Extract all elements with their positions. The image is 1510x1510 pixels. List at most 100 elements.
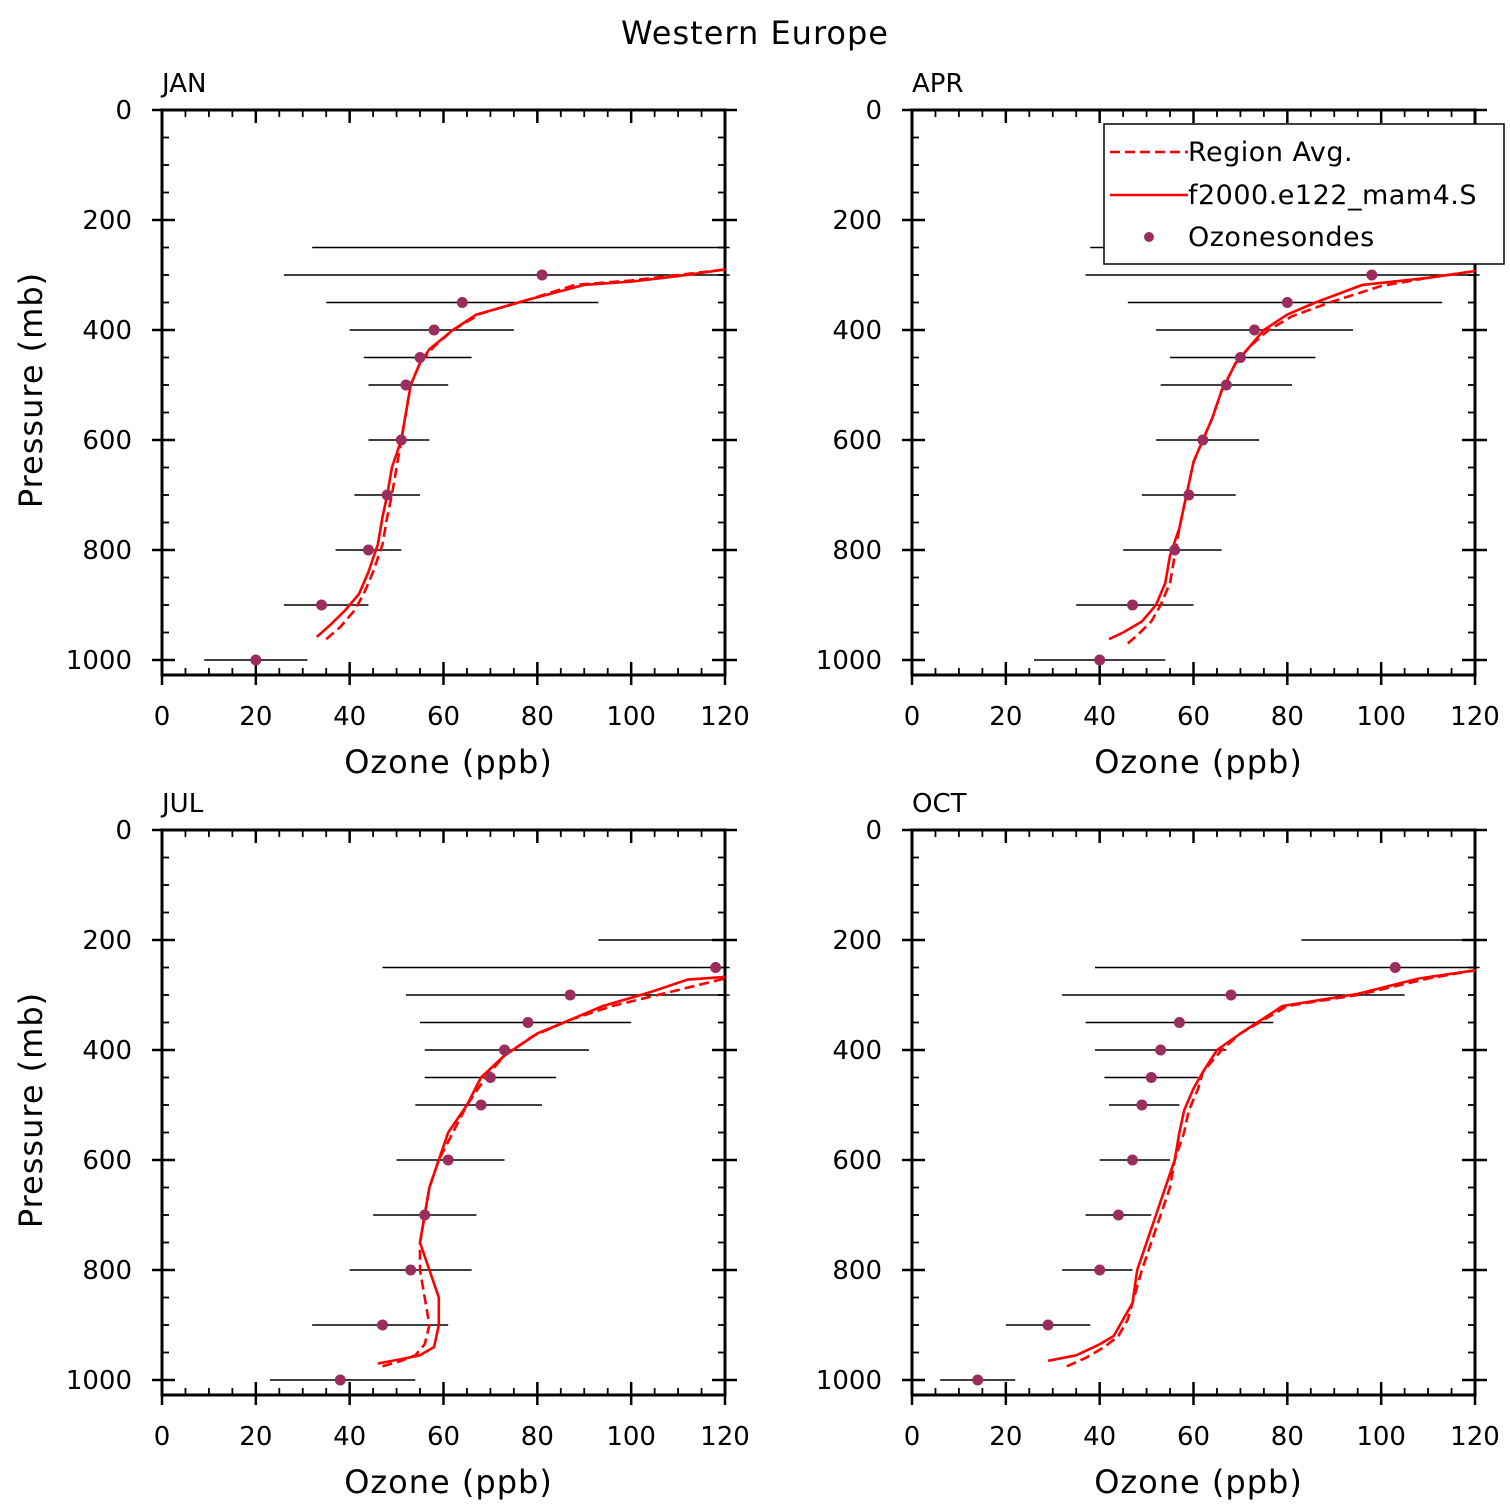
ozonesonde-point [1197,434,1209,446]
y-tick-label: 1000 [816,646,882,676]
ozonesonde-point [1173,1017,1185,1028]
ozonesonde-point [456,297,468,308]
panel-label-oct: OCT [912,789,967,819]
ozonesonde-point [1225,989,1237,1001]
panel-oct: OCT 0 20 40 60 80 100 120 0 200 400 600 800 1000 Ozone… [816,789,1500,1501]
ozonesonde-point [475,1099,487,1111]
ozonesonde-point [536,269,548,281]
y-tick-label: 600 [82,426,132,456]
x-tick-label: 0 [154,702,171,732]
error-bars-apr [1033,246,1480,661]
ozonesonde-points-jan [250,269,548,666]
x-tick-label: 100 [1356,702,1406,732]
ozonesonde-point [250,654,262,666]
y-tick-label: 600 [832,426,882,456]
y-tick-label: 400 [832,316,882,346]
x-axis-label: Ozone (ppb) [1094,743,1303,781]
x-tick-label: 100 [606,1422,656,1452]
ozonesonde-point [1042,1319,1054,1331]
x-tick-label: 120 [1450,702,1500,732]
y-tick-label: 1000 [66,646,132,676]
x-tick-label: 40 [333,1422,366,1452]
y-tick-label: 400 [82,1036,132,1066]
legend-label-ozonesondes: Ozonesondes [1188,222,1375,253]
panel-jan: JAN 0 20 40 60 80 100 120 0 200 400 600 800 1000 Ozone… [12,69,750,781]
axes-jan: 0 20 40 60 80 100 120 0 200 400 600 800 1000 [66,96,750,732]
ozonesonde-point [1183,489,1195,501]
axes-jul: 0 20 40 60 80 100 120 0 200 400 600 800 1000 [66,816,750,1452]
error-bars-jan [204,246,730,661]
ozonesonde-point [1248,324,1260,336]
ozonesonde-point [414,352,426,363]
ozonesonde-point [1220,379,1232,391]
x-tick-label: 40 [1083,1422,1116,1452]
ozonesonde-point [334,1374,346,1386]
x-tick-label: 0 [904,702,921,732]
y-tick-label: 1000 [66,1366,132,1396]
ozonesonde-point [710,962,722,973]
x-tick-label: 60 [427,1422,460,1452]
region-avg-line-apr [1126,269,1476,645]
x-tick-label: 20 [989,1422,1022,1452]
x-tick-label: 40 [1083,702,1116,732]
model-line-oct [1047,969,1476,1363]
y-tick-label: 0 [115,96,132,126]
x-tick-label: 80 [1271,1422,1304,1452]
x-tick-label: 120 [700,702,750,732]
ozonesonde-point [395,434,407,446]
x-tick-label: 80 [1271,702,1304,732]
ozonesonde-point [405,1264,417,1276]
plot-frame [160,108,727,677]
y-tick-label: 400 [832,1036,882,1066]
x-axis-label: Ozone (ppb) [344,743,553,781]
ozonesonde-point [381,489,393,501]
x-tick-label: 120 [700,1422,750,1452]
model-line-jan [315,268,726,638]
ozonesonde-point [498,1044,510,1056]
panel-jul: JUL 0 20 40 60 80 100 120 0 200 400 600 800 1000 Ozone… [12,789,750,1501]
y-tick-label: 800 [82,536,132,566]
ozonesonde-point [564,989,576,1001]
ozonesonde-point [1169,544,1181,556]
y-tick-label: 800 [832,1256,882,1286]
x-tick-label: 20 [239,702,272,732]
ozonesonde-point [1281,297,1293,308]
axes-oct: 0 20 40 60 80 100 120 0 200 400 600 800 1000 [816,816,1500,1452]
ozonesonde-points-oct [972,962,1401,1386]
x-tick-label: 20 [989,702,1022,732]
y-tick-label: 0 [865,96,882,126]
y-tick-label: 800 [832,536,882,566]
y-tick-label: 200 [832,206,882,236]
y-axis-label: Pressure (mb) [12,272,50,508]
y-tick-label: 800 [82,1256,132,1286]
error-bars-oct [940,939,1480,1381]
model-line-apr [1108,269,1476,641]
ozonesonde-point [1094,1264,1106,1276]
y-tick-label: 600 [832,1146,882,1176]
x-tick-label: 120 [1450,1422,1500,1452]
x-tick-label: 80 [521,702,554,732]
x-tick-label: 100 [606,702,656,732]
ozonesonde-point [1366,269,1378,281]
x-tick-label: 40 [333,702,366,732]
x-tick-label: 0 [904,1422,921,1452]
ozonesonde-point [419,1209,431,1221]
ozonesonde-point [1094,654,1106,666]
ozonesonde-point [400,379,412,391]
legend-label-region-avg: Region Avg. [1188,137,1353,168]
ozonesonde-points-apr [1094,269,1378,666]
ozonesonde-points-jul [334,962,722,1386]
plot-frame [160,828,727,1397]
x-tick-label: 60 [1177,1422,1210,1452]
ozonesonde-point [1145,1072,1157,1083]
ozonesonde-point [442,1154,454,1166]
y-tick-label: 400 [82,316,132,346]
y-tick-label: 200 [82,206,132,236]
ozonesonde-point [377,1319,389,1331]
y-tick-label: 200 [82,926,132,956]
panel-label-jan: JAN [160,69,206,99]
panel-label-apr: APR [912,69,964,99]
model-line-jul [377,975,726,1365]
